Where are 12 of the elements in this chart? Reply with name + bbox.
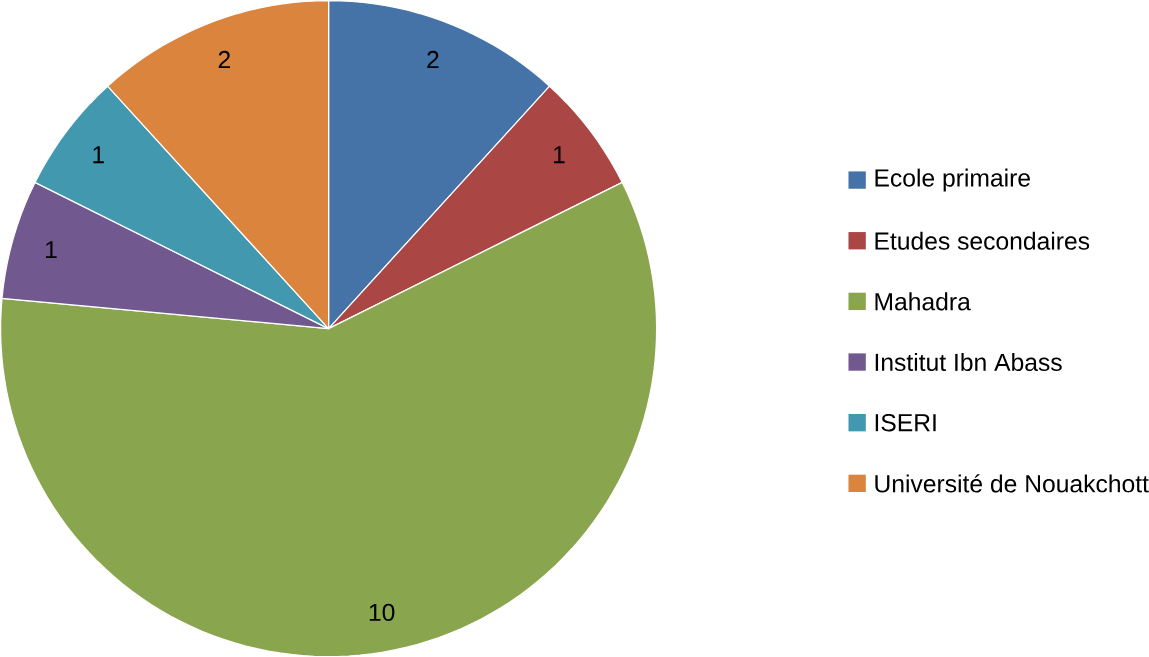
- legend-label: Etudes secondaires: [875, 231, 1090, 250]
- legend-label: Mahadra: [875, 292, 971, 311]
- legend-label: Ecole primaire: [875, 168, 1030, 192]
- data-label: 10: [369, 603, 395, 621]
- data-label: 2: [218, 50, 230, 68]
- legend-label: Institut Ibn Abass: [875, 352, 1062, 371]
- data-label: 1: [553, 146, 565, 164]
- legend-label: ISERI: [875, 413, 936, 432]
- data-label: 1: [46, 241, 57, 258]
- data-label: 1: [93, 146, 104, 164]
- legend-label: Université de Nouakchott: [875, 474, 1149, 493]
- data-label: 2: [427, 50, 439, 68]
